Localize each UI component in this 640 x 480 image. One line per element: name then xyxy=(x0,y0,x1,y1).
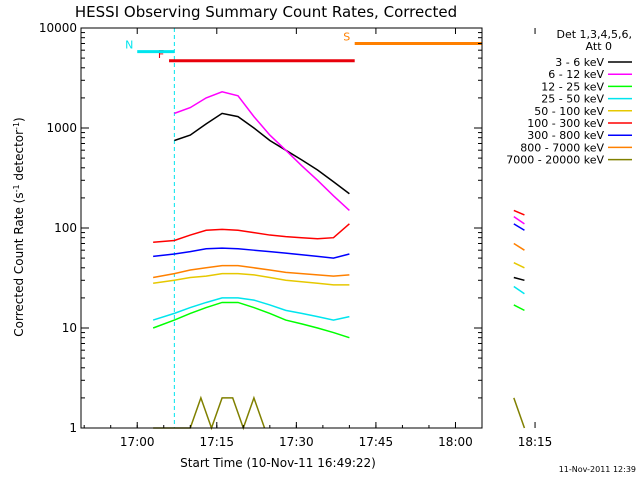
legend-label-3: 25 - 50 keV xyxy=(541,93,604,106)
y-tick-label-4: 10000 xyxy=(39,21,77,35)
legend-label-5: 100 - 300 keV xyxy=(527,117,604,130)
series-line-8-0 xyxy=(153,395,266,431)
y-axis-label: Corrected Count Rate (s-1 detector-1) xyxy=(12,117,27,336)
series-line-8-1 xyxy=(513,397,526,429)
series-line-1-1 xyxy=(513,215,525,225)
legend-label-2: 12 - 25 keV xyxy=(541,80,604,93)
flag-label-S: S xyxy=(343,30,350,43)
series-line-3-1 xyxy=(513,285,525,295)
legend-label-6: 300 - 800 keV xyxy=(527,129,604,142)
flag-label-N: N xyxy=(125,39,133,52)
series-line-1-0 xyxy=(174,91,350,211)
x-tick-label-3: 17:45 xyxy=(359,435,394,449)
y-tick-label-0: 1 xyxy=(69,421,77,435)
series-line-0-1 xyxy=(513,276,525,282)
y-tick-label-3: 1000 xyxy=(46,121,77,135)
x-tick-label-4: 18:00 xyxy=(438,435,473,449)
x-tick-label-0: 17:00 xyxy=(120,435,155,449)
series-line-6-0 xyxy=(153,247,350,259)
plot-marks: F N S xyxy=(125,28,526,431)
y-tick-label-2: 100 xyxy=(54,221,77,235)
series-line-7-0 xyxy=(153,264,350,279)
legend-label-7: 800 - 7000 keV xyxy=(520,141,604,154)
legend-title-0: Det 1,3,4,5,6, xyxy=(556,28,632,41)
chart-title: HESSI Observing Summary Count Rates, Cor… xyxy=(75,3,457,21)
flag-label-F: F xyxy=(158,48,164,61)
x-tick-label-2: 17:30 xyxy=(279,435,314,449)
y-tick-label-1: 10 xyxy=(62,321,77,335)
timestamp: 11-Nov-2011 12:39 xyxy=(559,465,636,474)
legend-label-8: 7000 - 20000 keV xyxy=(506,154,604,167)
series-line-5-0 xyxy=(153,223,350,244)
series-line-6-1 xyxy=(513,223,525,231)
legend-label-1: 6 - 12 keV xyxy=(548,68,604,81)
series-line-4-1 xyxy=(513,262,525,269)
legend-title-1: Att 0 xyxy=(586,40,612,53)
legend-label-4: 50 - 100 keV xyxy=(534,105,604,118)
axes: 17:00 17:15 17:30 17:45 18:00 18:15 1 10 100 1000… xyxy=(39,21,553,449)
series-line-2-0 xyxy=(152,301,350,339)
x-axis-label: Start Time (10-Nov-11 16:49:22) xyxy=(180,456,376,470)
series-line-7-1 xyxy=(513,242,525,251)
series-line-4-0 xyxy=(153,272,350,286)
plot-frame xyxy=(80,27,483,429)
legend-label-0: 3 - 6 keV xyxy=(555,56,604,69)
series-line-5-1 xyxy=(513,209,525,216)
x-tick-label-1: 17:15 xyxy=(199,435,234,449)
series-line-0-0 xyxy=(174,112,350,195)
series-line-2-1 xyxy=(513,304,525,312)
series-line-3-0 xyxy=(152,297,350,321)
x-tick-label-5: 18:15 xyxy=(518,435,553,449)
